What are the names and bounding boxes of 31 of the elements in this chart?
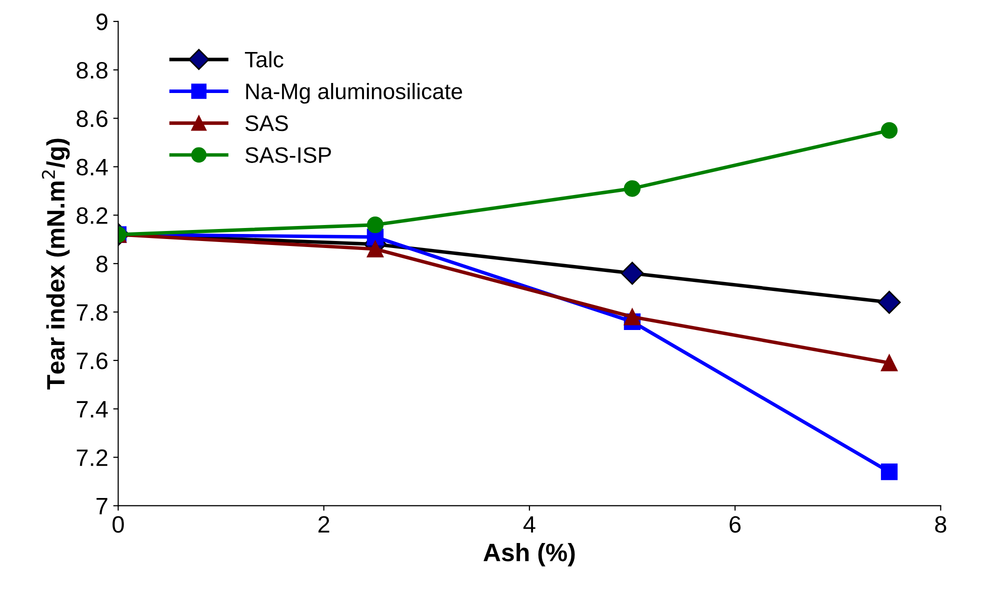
legend-label: SAS-ISP [245, 147, 331, 163]
x-tick-label: 2 [318, 516, 330, 533]
point [878, 290, 901, 314]
x-tick-label: 6 [730, 516, 741, 533]
point [366, 240, 384, 258]
y-tick-label: 8.2 [76, 207, 108, 224]
y-tick-label: 7 [96, 498, 108, 514]
y-tick-label: 7.4 [76, 401, 108, 418]
y-tick-label: 8.6 [76, 110, 108, 128]
point [624, 308, 641, 326]
x-tick-label: 4 [523, 516, 536, 533]
legend-label: Talc [244, 51, 284, 68]
y-tick-label: 8.8 [76, 62, 108, 79]
point [624, 180, 641, 197]
y-tick-label: 8 [96, 256, 108, 272]
point [880, 354, 898, 372]
y-axis-title: Tear index (mN.m$^{2}$/g) [42, 138, 70, 390]
legend-label: SAS [245, 115, 288, 132]
point [620, 262, 644, 285]
x-tick-label: 0 [112, 516, 124, 533]
point [366, 216, 384, 234]
y-tick-label: 8.4 [76, 158, 108, 176]
point [880, 122, 898, 139]
x-tick-label: 8 [935, 516, 946, 533]
point [880, 463, 898, 480]
y-tick-label: 7.8 [76, 304, 108, 321]
y-tick-label: 9 [96, 14, 108, 30]
legend-label: Na-Mg aluminosilicate [246, 82, 462, 104]
y-tick-label: 7.2 [76, 449, 108, 466]
x-axis-title: Ash (%) [484, 543, 575, 566]
y-tick-label: 7.6 [76, 352, 108, 370]
